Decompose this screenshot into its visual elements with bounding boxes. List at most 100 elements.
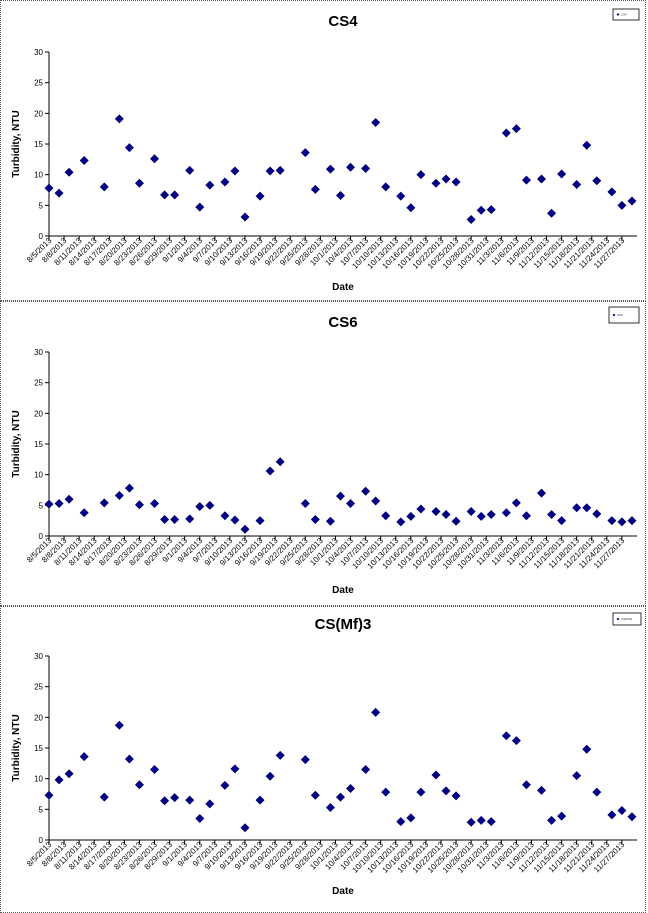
data-point	[521, 511, 531, 521]
data-point	[451, 177, 461, 187]
data-point	[150, 764, 160, 774]
data-point	[240, 212, 250, 222]
data-point	[160, 796, 170, 806]
y-tick-label: 5	[39, 501, 44, 510]
data-point	[592, 787, 602, 797]
data-point	[607, 187, 617, 197]
data-point	[501, 128, 511, 138]
data-point	[381, 182, 391, 192]
chart-svg: CS6 CS60510152025308/5/20138/8/20138/11/2…	[11, 306, 640, 596]
data-point	[441, 510, 451, 520]
data-point	[361, 164, 371, 174]
y-axis-title: Turbidity, NTU	[11, 714, 22, 781]
data-point	[160, 190, 170, 200]
data-point	[501, 508, 511, 518]
data-point	[557, 811, 567, 821]
data-point	[205, 180, 215, 190]
y-tick-label: 15	[34, 744, 43, 753]
data-point	[476, 511, 486, 521]
data-point	[486, 817, 496, 827]
data-point	[396, 191, 406, 201]
chart-title: CS6	[328, 314, 357, 331]
data-point	[230, 166, 240, 176]
data-point	[79, 752, 89, 762]
data-point	[300, 755, 310, 765]
legend-marker	[616, 617, 620, 621]
data-point	[265, 771, 275, 781]
chart-panel-cs4: CS4 CS4 0 5 10 15 20 25 30 8/5/2013 8/8/2013 8/11/2…	[0, 0, 646, 301]
data-point	[195, 202, 205, 212]
data-point	[325, 802, 335, 812]
legend-box	[612, 8, 640, 21]
data-point	[79, 508, 89, 518]
data-point	[99, 182, 109, 192]
data-point	[240, 823, 250, 833]
y-tick-label: 0	[39, 532, 44, 541]
data-point	[572, 771, 582, 781]
data-point	[205, 799, 215, 809]
chart-svg: CS(Mf)3 CS(Mf)30510152025308/5/20138/8/20…	[11, 612, 642, 897]
data-point	[170, 190, 180, 200]
data-point	[511, 498, 521, 508]
data-point	[592, 176, 602, 186]
data-point	[627, 196, 637, 206]
data-point	[255, 516, 265, 526]
data-point	[361, 764, 371, 774]
data-point	[582, 744, 592, 754]
data-point	[537, 785, 547, 795]
y-tick-label: 15	[34, 140, 43, 149]
data-point	[134, 178, 144, 188]
legend-box	[612, 612, 642, 626]
data-point	[300, 498, 310, 508]
data-point	[230, 764, 240, 774]
data-point	[160, 514, 170, 524]
data-point	[114, 114, 124, 124]
data-point	[431, 770, 441, 780]
data-point	[617, 200, 627, 210]
data-point	[451, 791, 461, 801]
data-point	[54, 498, 64, 508]
y-tick-label: 30	[34, 48, 43, 57]
data-point	[607, 516, 617, 526]
y-tick-label: 15	[34, 440, 43, 449]
legend: CS4	[612, 8, 640, 21]
data-point	[150, 498, 160, 508]
data-point	[371, 496, 381, 506]
data-point	[150, 154, 160, 164]
data-point	[99, 792, 109, 802]
legend-label: CS6	[617, 313, 623, 317]
data-point	[416, 504, 426, 514]
data-point	[325, 516, 335, 526]
data-point	[572, 179, 582, 189]
data-point	[431, 178, 441, 188]
y-tick-label: 20	[34, 109, 43, 118]
data-point	[617, 806, 627, 816]
y-tick-label: 5	[39, 805, 44, 814]
data-point	[396, 517, 406, 527]
data-point	[431, 506, 441, 516]
chart-title: CS4	[328, 13, 358, 30]
data-point	[99, 498, 109, 508]
x-axis-title: Date	[332, 585, 354, 596]
data-point	[124, 754, 134, 764]
data-point	[537, 488, 547, 498]
data-point	[44, 790, 54, 800]
data-point	[592, 509, 602, 519]
data-point	[170, 793, 180, 803]
data-point	[64, 769, 74, 779]
data-point	[310, 514, 320, 524]
chart-panel-csmf3: CS(Mf)3 CS(Mf)3 0 5 10 15 20 25 30 8/5/2013 8/8/20…	[0, 606, 646, 913]
data-point	[220, 780, 230, 790]
data-point	[205, 500, 215, 510]
y-tick-label: 30	[34, 348, 43, 357]
data-point	[335, 792, 345, 802]
data-point	[220, 511, 230, 521]
data-point	[134, 500, 144, 510]
legend: CS6	[608, 306, 640, 324]
legend-marker	[616, 13, 620, 16]
data-point	[511, 736, 521, 746]
data-point	[300, 148, 310, 158]
y-tick-label: 10	[34, 775, 43, 784]
y-tick-label: 10	[34, 171, 43, 180]
